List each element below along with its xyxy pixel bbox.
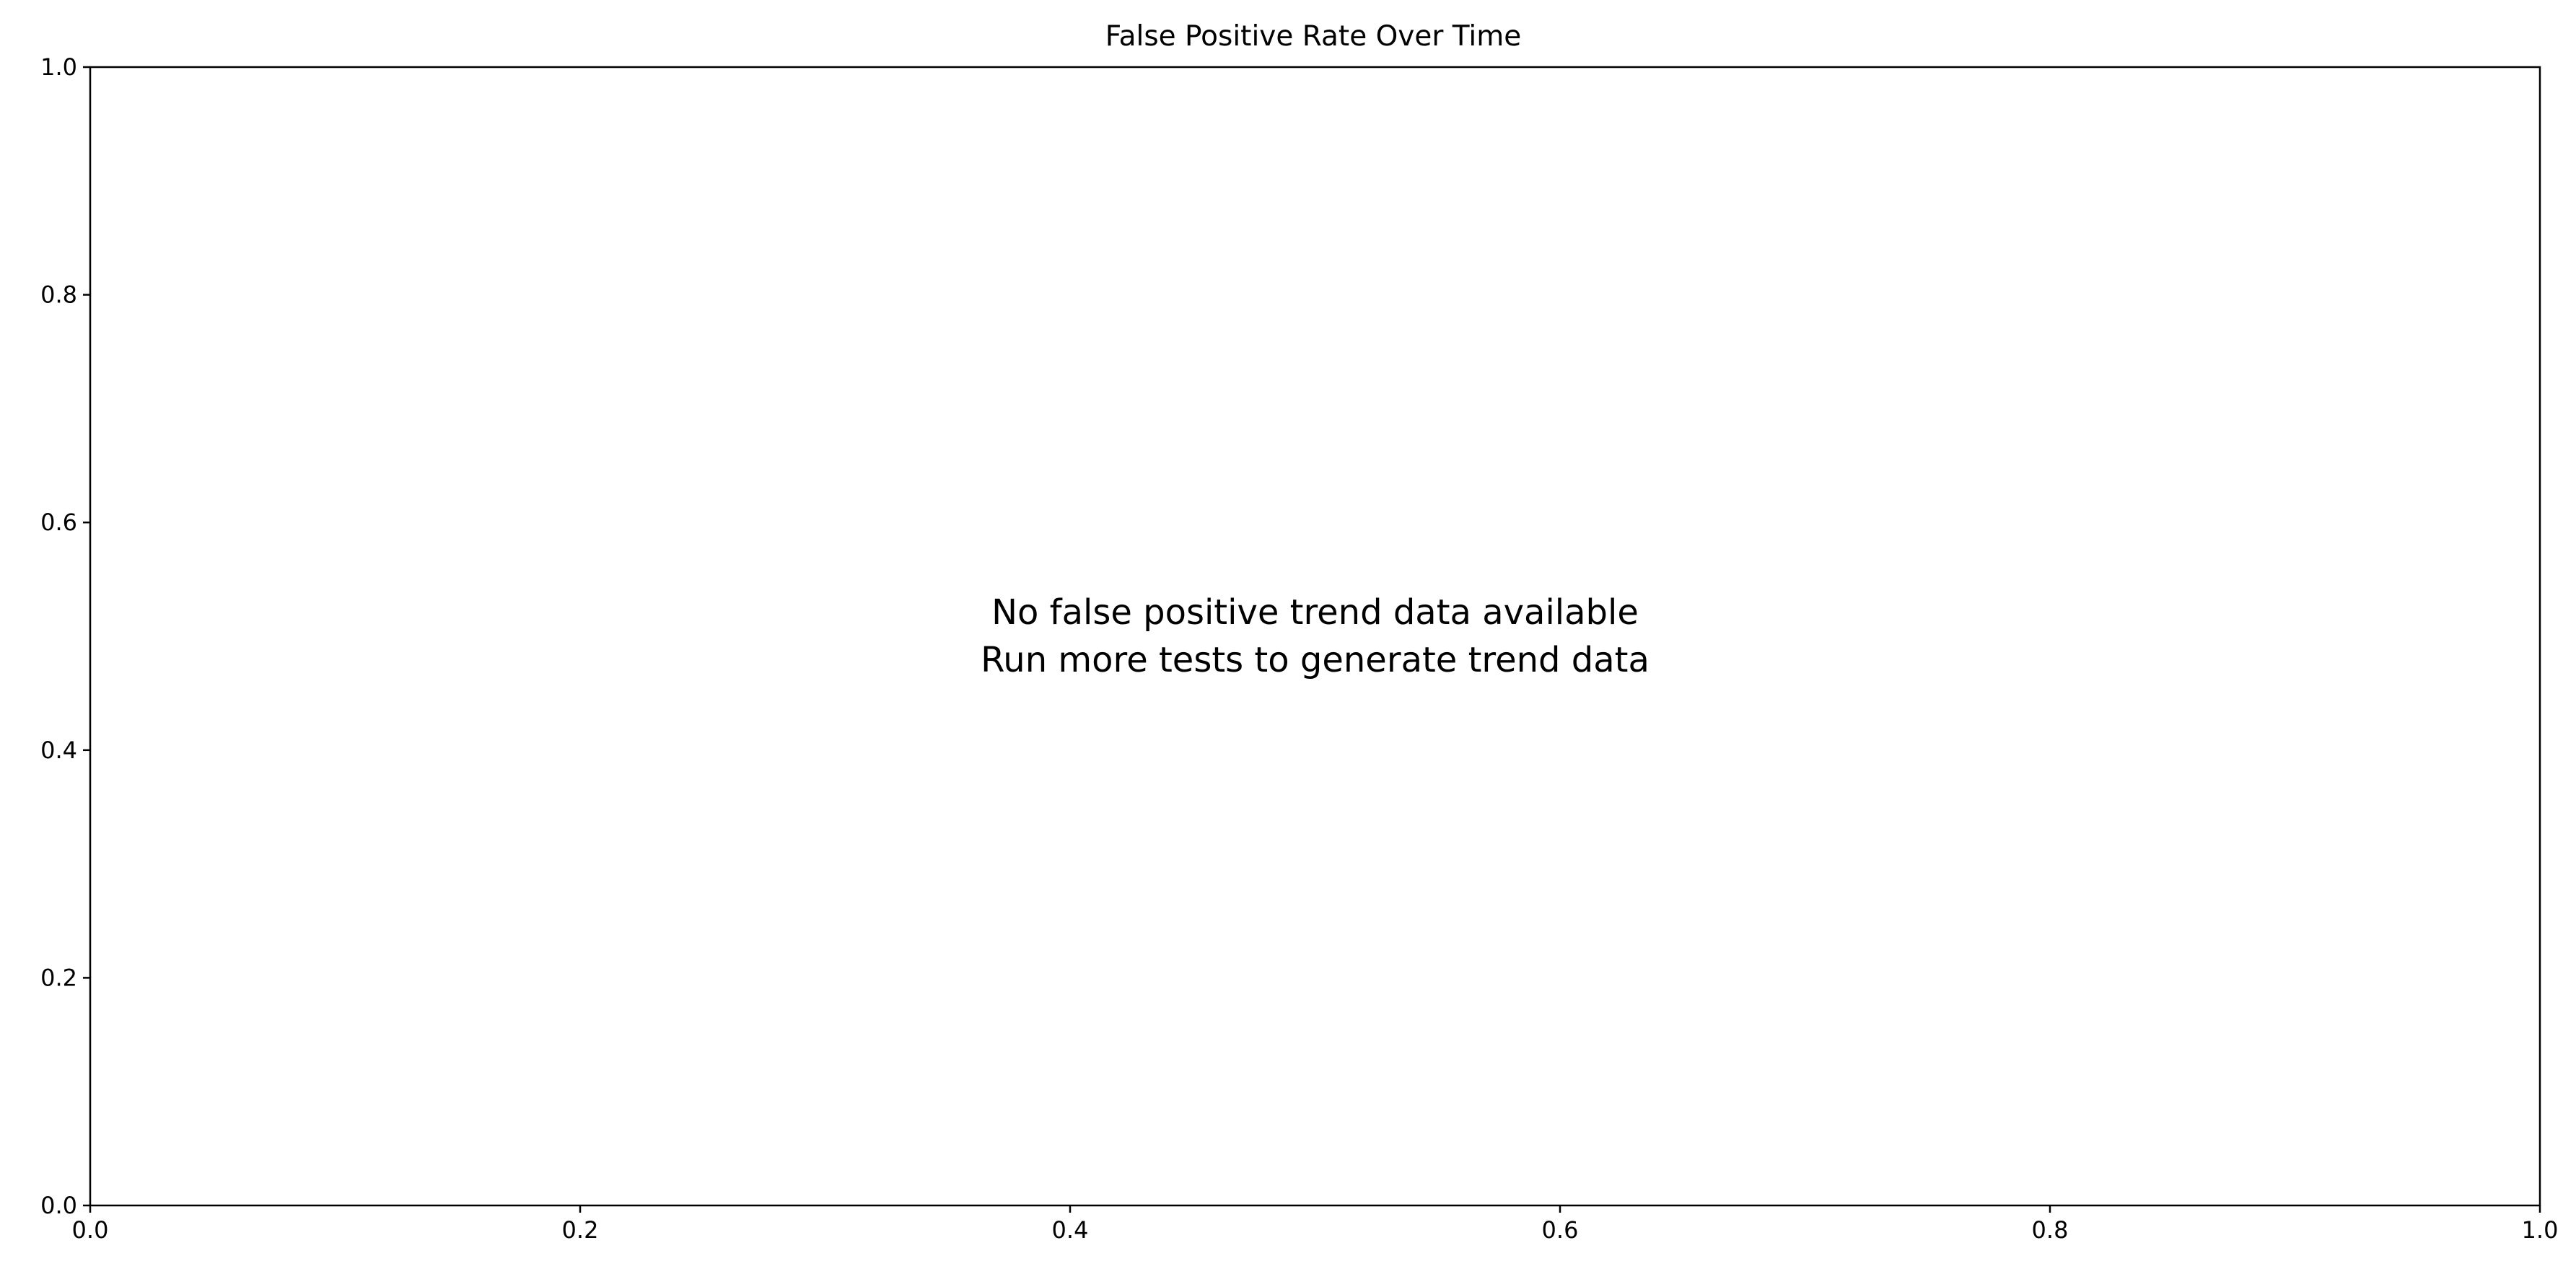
x-tick-label: 0.6 (1542, 1216, 1579, 1244)
y-tick-label: 0.6 (40, 509, 77, 536)
y-tick-label: 0.8 (40, 281, 77, 309)
no-data-message-line: Run more tests to generate trend data (981, 640, 1650, 680)
no-data-message-line: No false positive trend data available (991, 592, 1639, 633)
x-axis: 0.0 0.2 0.4 0.6 0.8 1.0 (72, 1205, 2559, 1244)
x-tick-label: 0.8 (2032, 1216, 2069, 1244)
x-tick-label: 1.0 (2522, 1216, 2559, 1244)
x-tick-label: 0.0 (72, 1216, 109, 1244)
y-tick-label: 0.0 (40, 1192, 77, 1219)
x-tick-label: 0.2 (562, 1216, 599, 1244)
chart-title: False Positive Rate Over Time (1105, 20, 1522, 53)
plot-area (89, 66, 2541, 1207)
x-tick-label: 0.4 (1052, 1216, 1089, 1244)
y-tick-label: 1.0 (40, 53, 77, 81)
no-data-message: No false positive trend data available Ru… (981, 592, 1650, 680)
y-tick-label: 0.4 (40, 737, 77, 764)
y-tick-label: 0.2 (40, 964, 77, 991)
y-axis: 0.0 0.2 0.4 0.6 0.8 1.0 (40, 53, 90, 1219)
